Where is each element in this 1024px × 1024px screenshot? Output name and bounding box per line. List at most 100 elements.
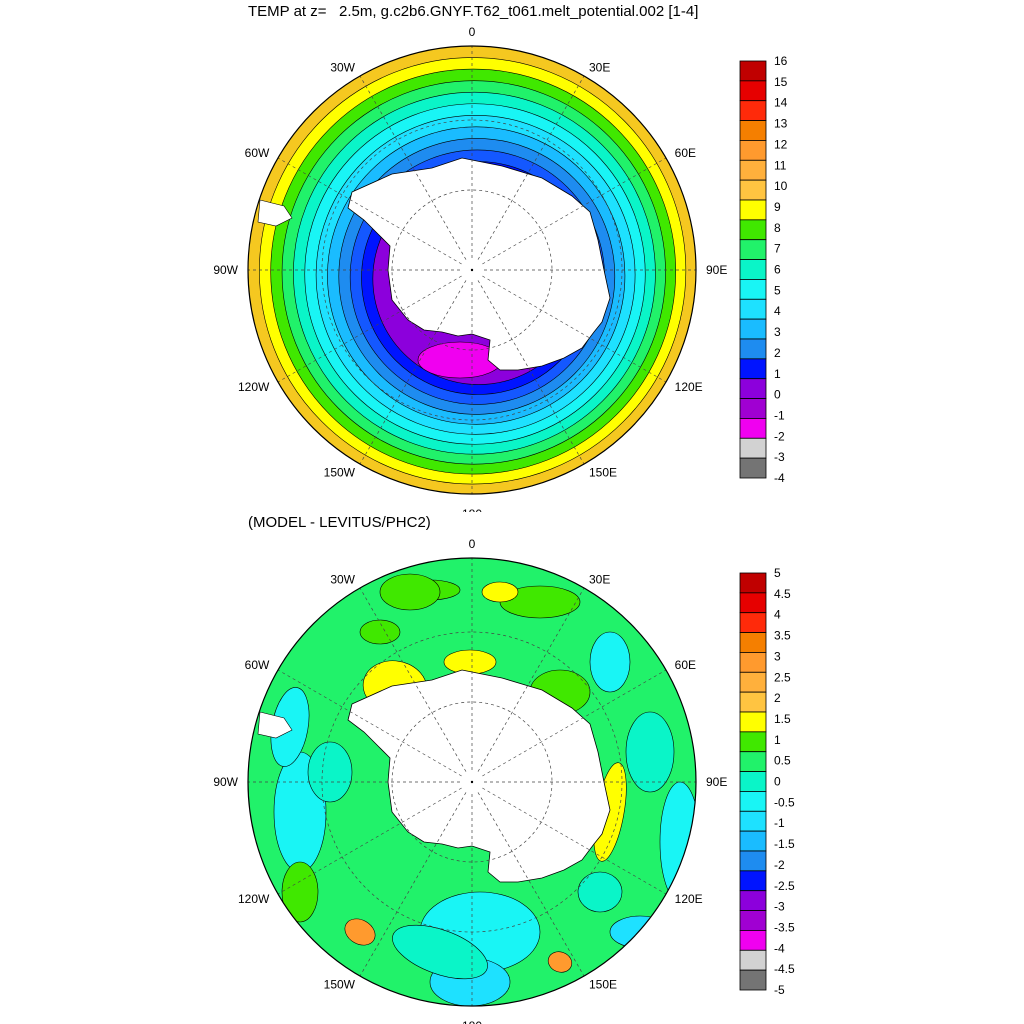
difference-patch (281, 861, 319, 923)
colorbar-swatch (739, 652, 767, 673)
meridian-line (359, 280, 467, 465)
colorbar-swatch (739, 418, 767, 439)
colorbar-swatch (739, 572, 767, 594)
colorbar-swatch (739, 890, 767, 911)
colorbar-label: 4 (774, 304, 781, 318)
colorbar-label: -0.5 (774, 795, 795, 809)
meridian-label-right-upper: 60E (675, 146, 696, 160)
meridian-label-upper-left: 30W (330, 60, 355, 74)
difference-patch (659, 781, 696, 903)
colorbar-label: -4.5 (774, 962, 795, 976)
south-america-land (257, 711, 293, 739)
meridian-label-left-lower: 120W (238, 380, 270, 394)
meridian-line (477, 587, 585, 772)
colorbar-label: 7 (774, 242, 781, 256)
colorbar-swatch (739, 239, 767, 260)
colorbar-swatch (739, 179, 767, 201)
antarctica-land (347, 669, 611, 883)
colorbar-label: 4.5 (774, 587, 791, 601)
colorbar-swatch (739, 358, 767, 380)
meridian-label-lower-left: 150W (324, 466, 356, 480)
difference-patch (359, 619, 401, 645)
colorbar-label: 12 (774, 137, 788, 151)
colorbar-swatch (739, 632, 767, 653)
colorbar-label: -1 (774, 408, 785, 422)
colorbar-swatch (739, 398, 767, 419)
antarctica-land (347, 157, 611, 371)
meridian-line (277, 787, 462, 895)
colorbar-swatch (739, 949, 767, 971)
colorbar-swatch (739, 378, 767, 399)
meridian-label-upper-left: 30W (330, 572, 355, 586)
colorbar-swatch (739, 711, 767, 733)
difference-patch (547, 951, 573, 973)
colorbar-label: 3.5 (774, 629, 791, 643)
colorbar-swatch (739, 298, 767, 320)
colorbar-swatch (739, 691, 767, 713)
meridian-label-left: 90W (213, 775, 238, 789)
temperature-map-panel: 030E60E90E120E150E180150W120W90W60W30W16… (213, 25, 788, 512)
colorbar-label: 0 (774, 775, 781, 789)
colorbar-swatch (739, 159, 767, 181)
colorbar-label: 3 (774, 325, 781, 339)
south-pole-dot (470, 780, 474, 784)
meridian-line (359, 792, 467, 977)
colorbar-label: 1 (774, 733, 781, 747)
difference-patch (609, 915, 671, 949)
meridian-label-left-upper: 60W (245, 146, 270, 160)
meridian-line (359, 587, 467, 772)
map-outline (247, 557, 697, 1007)
map-outline (247, 45, 697, 495)
colorbar-swatch (739, 259, 767, 280)
meridian-label-top: 0 (469, 537, 476, 551)
meridian-label-right: 90E (706, 775, 727, 789)
colorbar-label: 1 (774, 367, 781, 381)
colorbar-swatch (739, 457, 767, 479)
meridian-line (482, 669, 667, 777)
meridian-line (477, 75, 585, 260)
meridian-line (477, 280, 585, 465)
colorbar-swatch (739, 100, 767, 121)
colorbar-label: 13 (774, 117, 788, 131)
colorbar-label: -2 (774, 858, 785, 872)
meridian-label-top: 0 (469, 25, 476, 39)
colorbar-label: 14 (774, 96, 788, 110)
colorbar-label: -3 (774, 450, 785, 464)
colorbar-swatch (739, 810, 767, 832)
colorbar-swatch (739, 969, 767, 991)
colorbar-swatch (739, 279, 767, 300)
meridian-label-left-upper: 60W (245, 658, 270, 672)
colorbar-label: 5 (774, 283, 781, 297)
colorbar-swatch (739, 930, 767, 951)
meridian-label-lower-left: 150W (324, 978, 356, 992)
colorbar-label: 5 (774, 566, 781, 580)
colorbar-swatch (739, 338, 767, 360)
meridian-line (277, 275, 462, 383)
meridian-label-bottom: 180 (462, 507, 482, 512)
south-pole-dot (470, 268, 474, 272)
colorbar-swatch (739, 318, 767, 340)
colorbar-label: -2.5 (774, 879, 795, 893)
colorbar-swatch (739, 612, 767, 633)
colorbar-swatch (739, 791, 767, 812)
difference-patch (307, 741, 353, 803)
colorbar-label: 2 (774, 346, 781, 360)
colorbar-swatch (739, 219, 767, 241)
meridian-line (277, 669, 462, 777)
colorbar-label: -3.5 (774, 920, 795, 934)
colorbar-swatch (739, 60, 767, 82)
colorbar-label: 0 (774, 388, 781, 402)
colorbar-swatch (739, 870, 767, 892)
difference-patch (481, 581, 519, 603)
colorbar-swatch (739, 751, 767, 772)
meridian-line (482, 787, 667, 895)
colorbar-label: 2.5 (774, 670, 791, 684)
colorbar-swatch (739, 731, 767, 753)
colorbar-swatch (739, 671, 767, 693)
colorbar-swatch (739, 80, 767, 102)
panel-title-temperature: TEMP at z= 2.5m, g.c2b6.GNYF.T62_t061.me… (248, 3, 699, 20)
difference-patch (443, 649, 497, 675)
south-america-land (257, 199, 293, 227)
colorbar-label: -3 (774, 900, 785, 914)
difference-map-panel: 0 30E 60E 90E 120E 150E 180 150W 120W 90W 60W 30W 5 4… (213, 537, 795, 1024)
